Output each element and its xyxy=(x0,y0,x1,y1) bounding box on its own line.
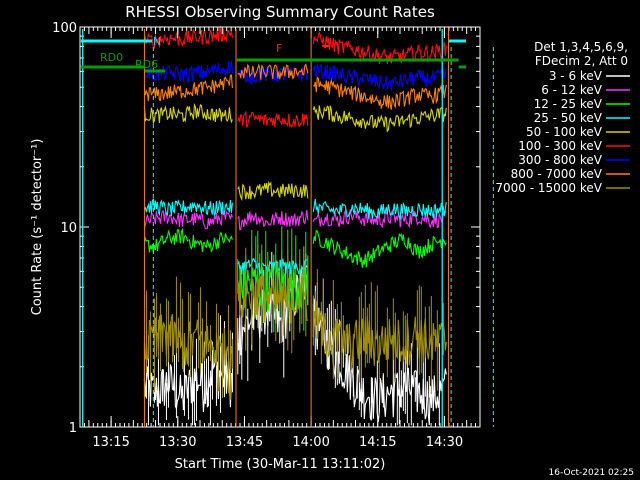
y-tick-label-2: 100 xyxy=(52,21,77,36)
series-1-segment-2 xyxy=(312,208,447,229)
series-5-segment-0 xyxy=(143,25,233,49)
annotation-label-f: F xyxy=(276,42,282,55)
series-7-segment-1 xyxy=(237,63,309,80)
annotation-label-rd0: RD0 xyxy=(100,51,123,64)
legend-label-3: 25 - 50 keV xyxy=(534,111,603,125)
series-4-segment-0 xyxy=(143,102,233,125)
series-3-segment-2 xyxy=(312,198,447,221)
legend-label-7: 800 - 7000 keV xyxy=(511,167,603,181)
series-8-segment-1 xyxy=(237,275,309,324)
data-layer xyxy=(143,25,447,426)
y-tick-label-1: 10 xyxy=(60,221,77,236)
x-tick-label-2: 13:45 xyxy=(226,435,263,450)
legend-header-line2: FDecim 2, Att 0 xyxy=(535,54,628,68)
annotation-label-n: N xyxy=(153,35,161,48)
series-7-segment-2 xyxy=(312,76,447,110)
series-2 xyxy=(143,226,447,333)
footer-timestamp: 16-Oct-2021 02:25 xyxy=(549,468,634,478)
series-7 xyxy=(143,63,447,110)
series-4-segment-1 xyxy=(237,180,309,202)
legend-label-2: 12 - 25 keV xyxy=(534,97,603,111)
legend-label-6: 300 - 800 keV xyxy=(518,153,602,167)
legend-label-0: 3 - 6 keV xyxy=(549,69,603,83)
x-tick-label-3: 14:00 xyxy=(292,435,329,450)
x-tick-label-5: 14:30 xyxy=(426,435,463,450)
x-tick-label-1: 13:30 xyxy=(159,435,196,450)
series-2-segment-2 xyxy=(312,229,447,268)
series-8 xyxy=(143,244,447,400)
series-1-segment-1 xyxy=(237,210,309,231)
legend-label-1: 6 - 12 keV xyxy=(541,83,603,97)
series-4-segment-2 xyxy=(312,105,447,133)
series-3 xyxy=(143,198,447,277)
series-6 xyxy=(143,60,447,91)
axes-layer: 1 10 100 13:15 13:30 13:45 14:00 14:15 14:30 xyxy=(52,21,481,450)
series-2-segment-0 xyxy=(143,227,233,253)
series-5-segment-1 xyxy=(237,110,309,128)
y-axis-label: Count Rate (s⁻¹ detector⁻¹) xyxy=(30,139,45,316)
series-3-segment-0 xyxy=(143,198,233,217)
series-3-segment-1 xyxy=(237,257,308,277)
legend-label-5: 100 - 300 keV xyxy=(518,139,602,153)
series-1 xyxy=(143,208,447,231)
legend-header-line1: Det 1,3,4,5,6,9, xyxy=(534,40,628,54)
legend-label-8: 7000 - 15000 keV xyxy=(495,181,602,195)
legend-label-4: 50 - 100 keV xyxy=(526,125,603,139)
annotation-label-rd6: RD6 xyxy=(135,58,158,71)
text-layer: RHESSI Observing Summary Count Rates Sta… xyxy=(30,3,634,478)
x-tick-label-0: 13:15 xyxy=(92,435,129,450)
chart-title: RHESSI Observing Summary Count Rates xyxy=(125,3,435,21)
y-tick-label-0: 1 xyxy=(69,421,77,436)
series-6-segment-2 xyxy=(312,63,447,91)
series-1-segment-0 xyxy=(143,210,233,230)
series-4 xyxy=(143,102,447,202)
series-7-segment-0 xyxy=(143,74,233,102)
plot-frame xyxy=(79,26,481,428)
x-axis-label: Start Time (30-Mar-11 13:11:02) xyxy=(175,457,386,472)
annotation-layer: RD0 RD6 N F xyxy=(80,29,494,427)
x-tick-label-4: 14:15 xyxy=(359,435,396,450)
